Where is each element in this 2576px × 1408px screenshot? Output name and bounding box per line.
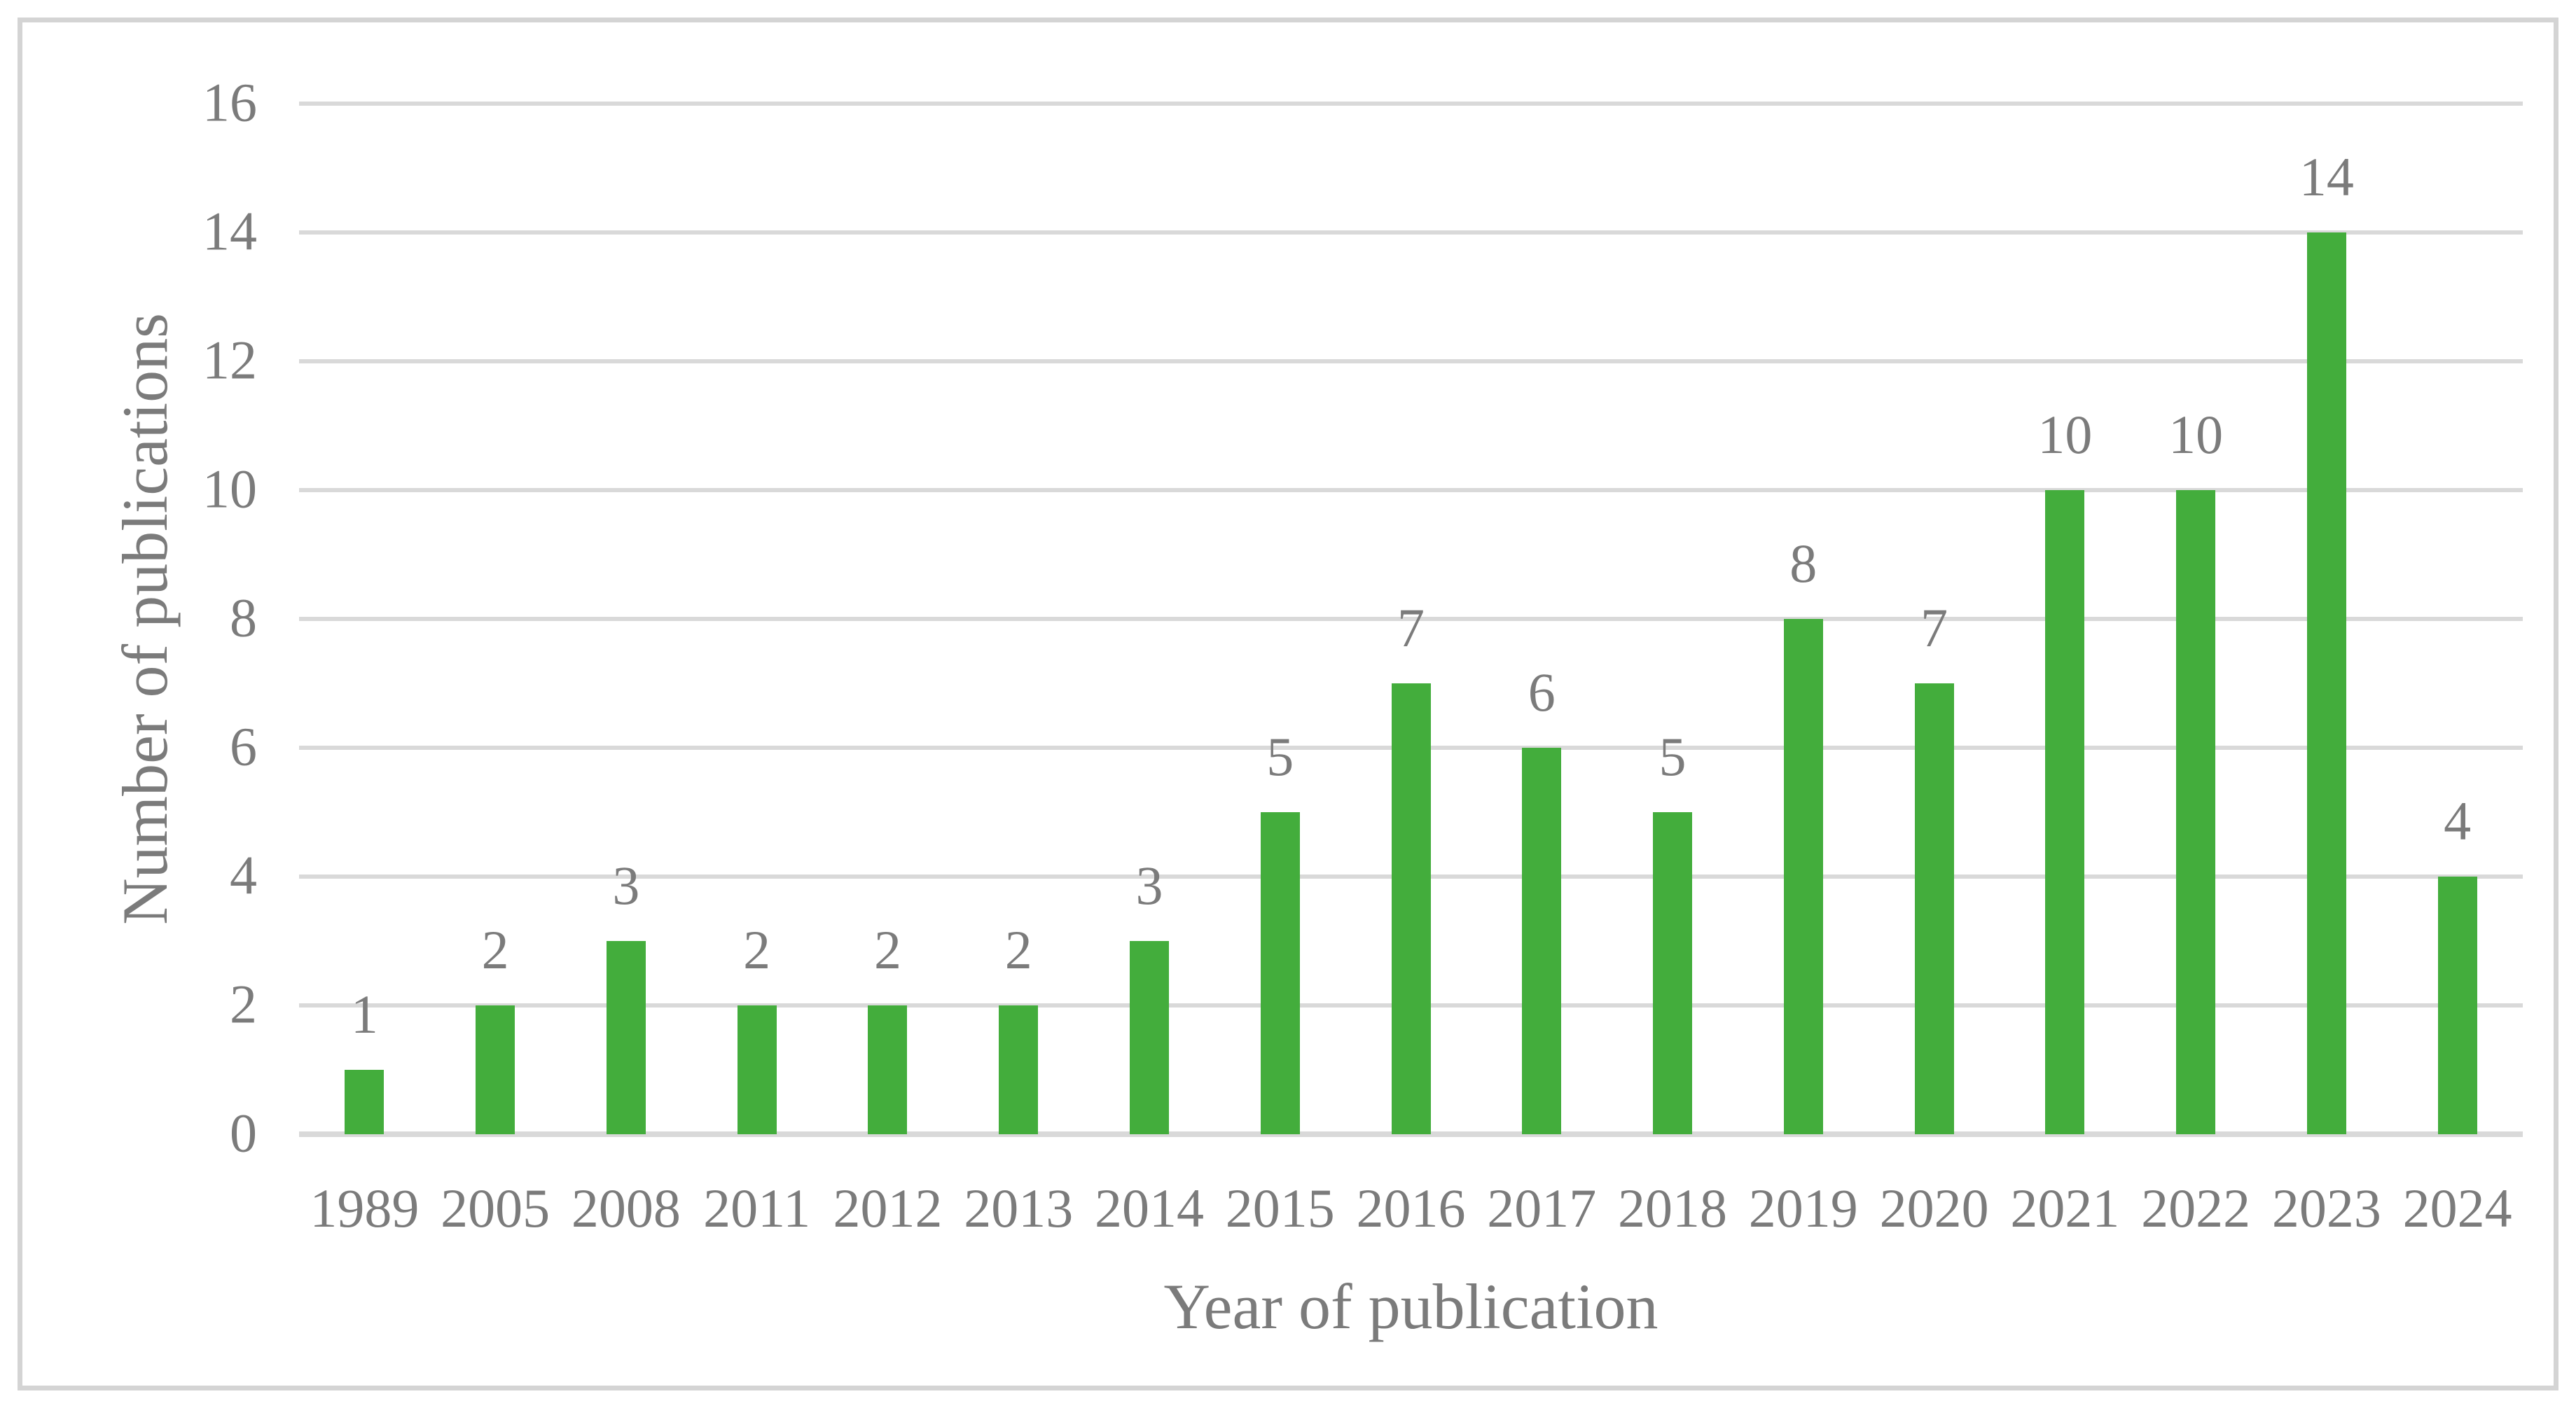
bar-value-label: 10: [2037, 404, 2093, 465]
x-tick-label: 2015: [1225, 1178, 1335, 1239]
bar-value-label: 2: [873, 919, 901, 980]
plot-area: 1 2 3 2 2 2 3 5 7 6 5 8 7 10 10 14 4: [299, 102, 2523, 1137]
bar-value-label: 10: [2168, 404, 2224, 465]
x-tick-label: 2017: [1487, 1178, 1597, 1239]
bar-value-label: 3: [612, 855, 640, 916]
y-tick-label: 14: [202, 200, 257, 262]
bars-layer: 1 2 3 2 2 2 3 5 7 6 5 8 7 10 10 14 4: [299, 104, 2523, 1134]
bar-slot: 4: [2392, 104, 2523, 1134]
x-tick-label: 2018: [1618, 1178, 1728, 1239]
x-tick-label: 2021: [2010, 1178, 2120, 1239]
y-tick-label: 8: [230, 587, 257, 648]
x-tick-label: 1989: [310, 1178, 420, 1239]
bar-2018: [1653, 812, 1693, 1134]
gridline: [299, 617, 2523, 621]
gridline: [299, 230, 2523, 235]
y-tick-label: 16: [202, 71, 257, 133]
bar-value-label: 8: [1789, 533, 1817, 594]
bar-value-label: 2: [481, 919, 509, 980]
x-tick-label: 2008: [571, 1178, 681, 1239]
bar-2024: [2437, 877, 2477, 1134]
bar-value-label: 14: [2299, 146, 2354, 207]
bar-value-label: 2: [743, 919, 771, 980]
bar-value-label: 4: [2444, 790, 2472, 851]
bar-value-label: 6: [1528, 662, 1556, 723]
bar-slot: 1: [299, 104, 430, 1134]
x-tick-label: 2014: [1094, 1178, 1204, 1239]
x-axis-line: [299, 1131, 2523, 1137]
bar-slot: 2: [953, 104, 1084, 1134]
bar-slot: 14: [2261, 104, 2392, 1134]
bar-value-label: 7: [1920, 597, 1948, 658]
y-tick-label: 0: [230, 1102, 257, 1164]
bar-2017: [1522, 748, 1562, 1134]
bar-slot: 2: [691, 104, 822, 1134]
bar-value-label: 5: [1659, 726, 1687, 787]
bar-2014: [1129, 941, 1169, 1134]
bar-slot: 6: [1476, 104, 1607, 1134]
y-tick-label: 2: [230, 973, 257, 1035]
bar-2005: [476, 1005, 515, 1134]
bar-value-label: 2: [1004, 919, 1032, 980]
gridline: [299, 102, 2523, 106]
bar-2019: [1783, 619, 1823, 1134]
bar-slot: 8: [1738, 104, 1869, 1134]
bar-slot: 7: [1345, 104, 1476, 1134]
bar-slot: 10: [2131, 104, 2262, 1134]
x-tick-label: 2012: [833, 1178, 943, 1239]
x-tick-label: 2023: [2271, 1178, 2381, 1239]
bar-slot: 10: [2000, 104, 2131, 1134]
y-tick-label: 6: [230, 716, 257, 777]
bar-slot: 2: [430, 104, 561, 1134]
bar-2016: [1391, 683, 1431, 1134]
y-tick-label: 4: [230, 844, 257, 906]
bar-value-label: 1: [350, 984, 378, 1045]
gridline: [299, 488, 2523, 492]
bar-1989: [345, 1070, 385, 1134]
x-axis-title: Year of publication: [1163, 1271, 1659, 1342]
bar-2015: [1260, 812, 1300, 1134]
bar-value-label: 5: [1266, 726, 1294, 787]
bar-2023: [2306, 232, 2346, 1134]
bar-slot: 5: [1214, 104, 1345, 1134]
x-tick-label: 2013: [964, 1178, 1074, 1239]
bar-slot: 3: [561, 104, 692, 1134]
x-tick-label: 2005: [441, 1178, 550, 1239]
bar-2011: [737, 1005, 777, 1134]
bar-2013: [999, 1005, 1039, 1134]
x-tick-label: 2022: [2141, 1178, 2251, 1239]
bar-slot: 2: [822, 104, 953, 1134]
bar-2022: [2176, 490, 2216, 1134]
x-tick-label: 2019: [1748, 1178, 1858, 1239]
bar-2021: [2045, 490, 2085, 1134]
x-tick-label: 2016: [1356, 1178, 1466, 1239]
y-tick-label: 12: [202, 329, 257, 391]
x-tick-label: 2011: [703, 1178, 811, 1239]
x-tick-label: 2024: [2402, 1178, 2512, 1239]
bar-value-label: 3: [1135, 855, 1163, 916]
x-tick-label: 2020: [1879, 1178, 1989, 1239]
y-tick-label: 10: [202, 458, 257, 520]
bar-value-label: 7: [1397, 597, 1425, 658]
bar-slot: 5: [1607, 104, 1738, 1134]
bar-2020: [1914, 683, 1954, 1134]
x-axis-tick-labels: 1989 2005 2008 2011 2012 2013 2014 2015 2016 2017…: [299, 1181, 2523, 1236]
bar-2012: [868, 1005, 908, 1134]
gridline: [299, 359, 2523, 363]
bar-2008: [606, 941, 646, 1134]
bar-slot: 3: [1084, 104, 1215, 1134]
bar-slot: 7: [1869, 104, 2000, 1134]
